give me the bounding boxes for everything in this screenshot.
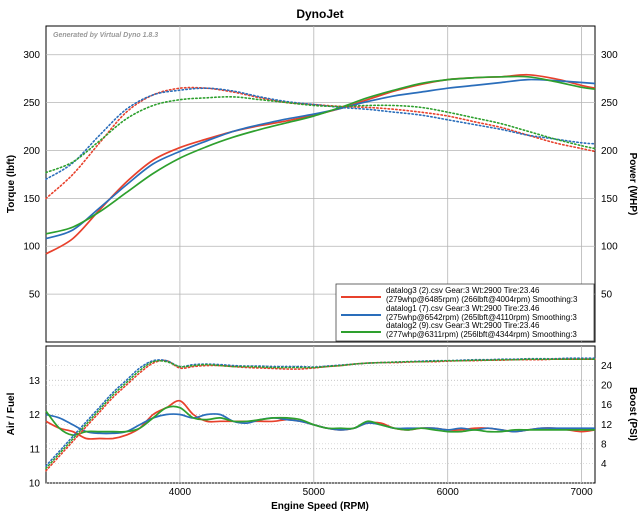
watermark: Generated by Virtual Dyno 1.8.3: [53, 32, 158, 39]
power-axis-title: Power (WHP): [627, 153, 638, 216]
boost-tick-label: 24: [601, 361, 613, 372]
legend-entry-datalog3-line1: datalog3 (2).csv Gear:3 Wt:2900 Tire:23.…: [386, 286, 540, 295]
boost-tick-label: 8: [601, 439, 607, 450]
axis-layer: 50 100 150 200 250 300 50 100 150 200 250 300 4000 50…: [23, 50, 618, 498]
air-fuel-tick-label: 10: [29, 479, 41, 490]
boost-tick-label: 20: [601, 381, 613, 392]
torque-tick-label: 150: [23, 194, 40, 205]
air-fuel-tick-label: 12: [29, 410, 41, 421]
power-tick-label: 200: [601, 146, 618, 157]
top-series-datalog3-2-csv-torque: [45, 86, 596, 200]
power-tick-label: 150: [601, 194, 618, 205]
x-tick-label: 5000: [303, 487, 326, 498]
air-fuel-axis-title: Air / Fuel: [6, 392, 17, 435]
legend-entry-datalog2-line2: (277whp@6311rpm) (256lbft@4344rpm) Smoot…: [386, 330, 577, 339]
torque-tick-label: 200: [23, 146, 40, 157]
boost-tick-label: 12: [601, 420, 613, 431]
torque-tick-label: 300: [23, 50, 40, 61]
x-tick-label: 4000: [169, 487, 192, 498]
power-tick-label: 50: [601, 290, 613, 301]
legend-entry-datalog2-line1: datalog2 (9).csv Gear:3 Wt:2900 Tire:23.…: [386, 321, 540, 330]
boost-axis-title: Boost (PSI): [627, 387, 638, 441]
power-tick-label: 300: [601, 50, 618, 61]
air-fuel-tick-label: 13: [29, 376, 41, 387]
legend-entry-datalog3-line2: (279whp@6485rpm) (266lbft@4004rpm) Smoot…: [386, 295, 578, 304]
x-axis-title: Engine Speed (RPM): [271, 501, 369, 512]
bottom-series-datalog2-9-csv-boost: [45, 358, 596, 470]
x-tick-label: 7000: [570, 487, 593, 498]
chart-title: DynoJet: [296, 7, 343, 21]
boost-tick-label: 16: [601, 400, 613, 411]
legend-entry-datalog1-line1: datalog1 (7).csv Gear:3 Wt:2900 Tire:23.…: [386, 304, 540, 313]
power-tick-label: 250: [601, 98, 618, 109]
power-tick-label: 100: [601, 242, 618, 253]
boost-tick-label: 4: [601, 459, 607, 470]
torque-axis-title: Torque (lbft): [6, 155, 17, 213]
x-tick-label: 6000: [437, 487, 460, 498]
top-series-datalog1-7-csv-torque: [45, 87, 596, 180]
top-series-datalog2-9-csv-power: [45, 75, 596, 235]
torque-tick-label: 250: [23, 98, 40, 109]
air-fuel-tick-label: 11: [30, 444, 41, 455]
legend: datalog3 (2).csv Gear:3 Wt:2900 Tire:23.…: [335, 283, 595, 342]
series-layer: [45, 73, 596, 472]
torque-tick-label: 100: [23, 242, 40, 253]
legend-entry-datalog1-line2: (275whp@6542rpm) (265lbft@4110rpm) Smoot…: [386, 313, 577, 322]
legend-box: [335, 283, 595, 342]
bottom-series-datalog2-9-csv-air-fuel: [45, 405, 595, 436]
torque-tick-label: 50: [29, 290, 41, 301]
